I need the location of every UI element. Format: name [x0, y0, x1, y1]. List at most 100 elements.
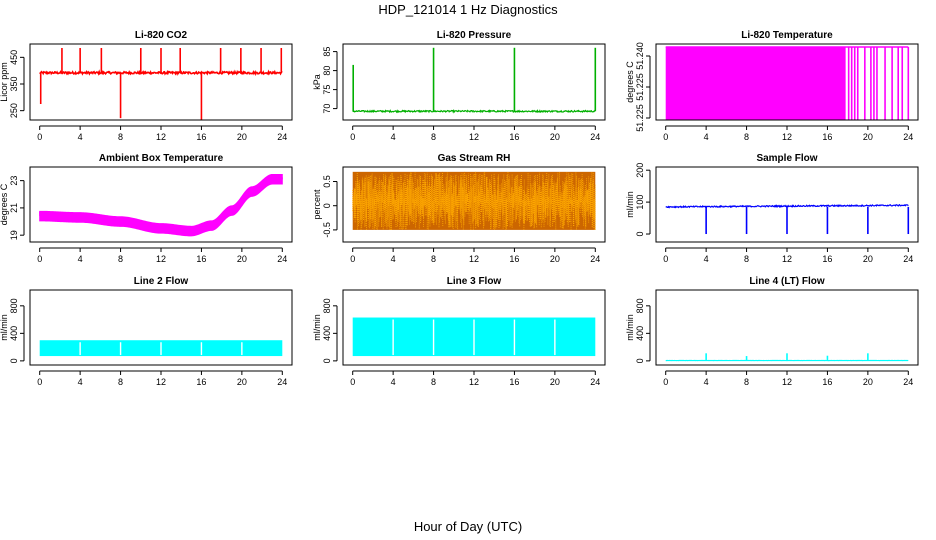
series-6 — [665, 204, 910, 235]
y-tick-label: 0.5 — [322, 175, 332, 188]
series-3 — [665, 46, 910, 120]
y-tick-label: -0.5 — [322, 222, 332, 238]
x-tick-label: 24 — [903, 377, 913, 387]
y-axis-label: kPa — [312, 74, 322, 90]
plot-frame — [29, 289, 293, 366]
y-tick-label: 0 — [9, 358, 19, 363]
y-tick-label: 19 — [9, 230, 19, 240]
x-tick-label: 20 — [237, 132, 247, 142]
x-tick-label: 20 — [237, 377, 247, 387]
x-tick-label: 8 — [744, 254, 749, 264]
x-tick-label: 16 — [822, 377, 832, 387]
data-line — [665, 204, 909, 209]
y-axis-label: ml/min — [0, 314, 9, 341]
panel-title: Li-820 Pressure — [437, 30, 512, 41]
x-tick-label: 4 — [704, 254, 709, 264]
x-tick-label: 16 — [509, 377, 519, 387]
plot-frame — [29, 43, 293, 121]
chart-panel-2: Li-820 Pressure 0 4 8 12 16 20 24 70 75 80 85 kPa — [312, 30, 606, 142]
panel-title: Line 3 Flow — [447, 276, 502, 287]
x-tick-label: 16 — [822, 132, 832, 142]
x-tick-label: 20 — [863, 132, 873, 142]
y-tick-label: 70 — [322, 104, 332, 114]
x-tick-label: 16 — [509, 254, 519, 264]
series-2 — [352, 47, 597, 114]
plot-frame — [342, 43, 606, 121]
y-tick-label: 23 — [9, 176, 19, 186]
panel-title: Sample Flow — [756, 153, 817, 164]
y-tick-label: 250 — [9, 103, 19, 118]
x-tick-label: 8 — [431, 377, 436, 387]
x-tick-label: 0 — [350, 132, 355, 142]
x-tick-label: 4 — [78, 377, 83, 387]
plot-frame — [655, 289, 919, 366]
panel-title: Line 4 (LT) Flow — [749, 276, 825, 287]
panel-title: Gas Stream RH — [438, 153, 511, 164]
chart-panel-4: Ambient Box Temperature 0 4 8 12 16 20 24 19 21 23… — [0, 153, 293, 264]
x-tick-label: 20 — [550, 132, 560, 142]
plot-frame — [655, 43, 919, 121]
x-tick-label: 24 — [277, 377, 287, 387]
x-tick-label: 12 — [782, 254, 792, 264]
y-tick-label: 350 — [9, 76, 19, 91]
y-tick-label: 800 — [635, 298, 645, 313]
data-fill — [665, 47, 846, 120]
y-tick-label: 100 — [635, 195, 645, 210]
plot-frame — [655, 166, 919, 243]
x-tick-label: 12 — [156, 132, 166, 142]
series-7 — [39, 340, 283, 357]
y-tick-label: 400 — [322, 326, 332, 341]
x-tick-label: 4 — [704, 377, 709, 387]
panel-title: Line 2 Flow — [134, 276, 189, 287]
y-axis-label: degrees C — [625, 61, 635, 103]
x-tick-label: 0 — [663, 132, 668, 142]
x-tick-label: 0 — [37, 254, 42, 264]
x-tick-label: 4 — [78, 254, 83, 264]
y-axis-label: percent — [312, 189, 322, 220]
x-tick-label: 20 — [863, 377, 873, 387]
x-tick-label: 20 — [550, 254, 560, 264]
figure-title: HDP_121014 1 Hz Diagnostics — [378, 2, 558, 17]
x-tick-label: 16 — [196, 377, 206, 387]
series-1 — [39, 48, 283, 120]
x-tick-label: 24 — [277, 254, 287, 264]
x-tick-label: 12 — [156, 377, 166, 387]
series-4 — [39, 174, 283, 237]
series-8 — [352, 317, 596, 357]
figure-xlabel: Hour of Day (UTC) — [414, 519, 522, 534]
x-tick-label: 24 — [590, 377, 600, 387]
plot-frame — [342, 166, 606, 243]
y-tick-label: 800 — [322, 298, 332, 313]
x-tick-label: 16 — [822, 254, 832, 264]
y-tick-label: 21 — [9, 203, 19, 213]
x-tick-label: 4 — [391, 377, 396, 387]
x-tick-label: 8 — [431, 132, 436, 142]
x-tick-label: 12 — [782, 132, 792, 142]
chart-panel-6: Sample Flow 0 4 8 12 16 20 24 0 100 200 ml/min — [625, 153, 919, 264]
x-tick-label: 24 — [903, 254, 913, 264]
y-tick-label: 75 — [322, 85, 332, 95]
y-tick-label: 51.225 — [635, 73, 645, 101]
x-tick-label: 0 — [663, 377, 668, 387]
x-tick-label: 8 — [118, 254, 123, 264]
x-tick-label: 12 — [156, 254, 166, 264]
x-tick-label: 0 — [350, 254, 355, 264]
y-tick-label: 0 — [322, 358, 332, 363]
x-tick-label: 16 — [509, 132, 519, 142]
plot-frame — [29, 166, 293, 243]
x-tick-label: 12 — [469, 254, 479, 264]
y-axis-label: ml/min — [625, 191, 635, 218]
y-tick-label: 200 — [635, 163, 645, 178]
y-tick-label: 85 — [322, 47, 332, 57]
x-tick-label: 20 — [550, 377, 560, 387]
chart-panel-3: Li-820 Temperature 0 4 8 12 16 20 24 51.225 51.22… — [625, 30, 919, 142]
x-tick-label: 8 — [118, 132, 123, 142]
x-tick-label: 4 — [704, 132, 709, 142]
x-tick-label: 4 — [391, 254, 396, 264]
data-band — [39, 174, 283, 237]
x-tick-label: 0 — [37, 132, 42, 142]
x-tick-label: 16 — [196, 254, 206, 264]
